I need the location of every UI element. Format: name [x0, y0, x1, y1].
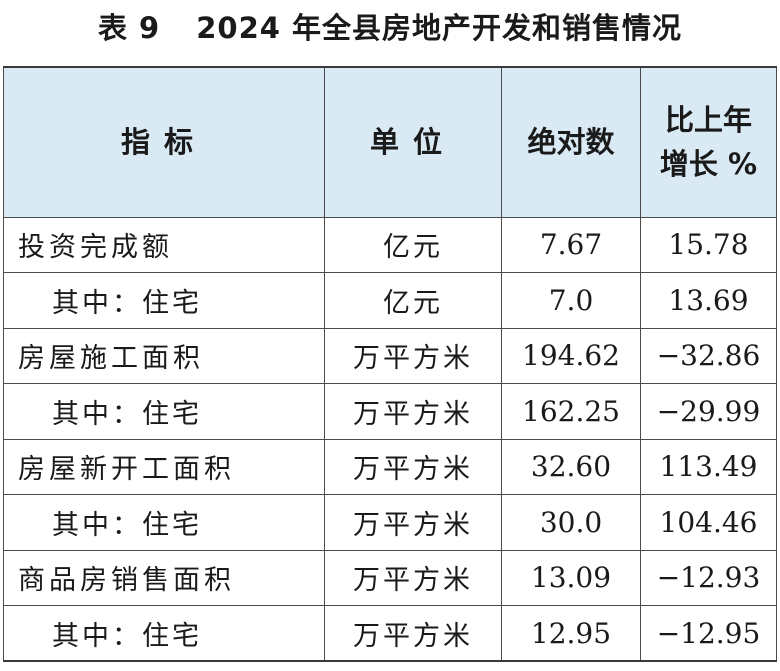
header-indicator: 指标 [3, 66, 325, 218]
table-title: 表 9 2024 年全县房地产开发和销售情况 [0, 0, 780, 52]
row-growth: −29.99 [640, 383, 777, 440]
row-growth: −12.95 [640, 605, 777, 662]
row-name: 其中：住宅 [3, 272, 325, 329]
row-name: 商品房销售面积 [3, 549, 325, 606]
row-name: 其中：住宅 [3, 494, 325, 551]
table-row: 其中：住宅 亿元 7.0 13.69 [3, 272, 777, 329]
table-number: 表 9 [97, 11, 161, 45]
table-caption: 2024 年全县房地产开发和销售情况 [196, 11, 683, 45]
table-row: 房屋新开工面积 万平方米 32.60 113.49 [3, 438, 777, 495]
row-unit: 亿元 [324, 216, 502, 273]
row-unit: 万平方米 [324, 549, 502, 606]
table-row: 投资完成额 亿元 7.67 15.78 [3, 216, 777, 273]
row-value: 7.67 [501, 216, 641, 273]
header-unit: 单位 [324, 66, 502, 218]
header-absolute: 绝对数 [501, 66, 641, 218]
row-value: 32.60 [501, 438, 641, 495]
row-value: 12.95 [501, 605, 641, 662]
row-value: 194.62 [501, 327, 641, 384]
row-value: 7.0 [501, 272, 641, 329]
row-unit: 万平方米 [324, 438, 502, 495]
table-row: 其中：住宅 万平方米 12.95 −12.95 [3, 605, 777, 662]
row-name: 其中：住宅 [3, 605, 325, 662]
row-name: 其中：住宅 [3, 383, 325, 440]
row-growth: 104.46 [640, 494, 777, 551]
row-value: 13.09 [501, 549, 641, 606]
row-growth: −32.86 [640, 327, 777, 384]
row-name: 房屋施工面积 [3, 327, 325, 384]
row-growth: 15.78 [640, 216, 777, 273]
table-row: 房屋施工面积 万平方米 194.62 −32.86 [3, 327, 777, 384]
row-growth: 13.69 [640, 272, 777, 329]
header-growth-line1: 比上年 [664, 103, 752, 138]
row-growth: −12.93 [640, 549, 777, 606]
row-unit: 万平方米 [324, 383, 502, 440]
row-unit: 亿元 [324, 272, 502, 329]
table-row: 商品房销售面积 万平方米 13.09 −12.93 [3, 549, 777, 606]
table-row: 其中：住宅 万平方米 162.25 −29.99 [3, 383, 777, 440]
real-estate-table: 指标 单位 绝对数 比上年 增长 % 投资完成额 亿元 7.67 15.78 其… [3, 66, 777, 662]
row-value: 162.25 [501, 383, 641, 440]
header-growth-line2: 增长 % [659, 147, 758, 182]
row-growth: 113.49 [640, 438, 777, 495]
row-unit: 万平方米 [324, 494, 502, 551]
row-unit: 万平方米 [324, 327, 502, 384]
row-name: 投资完成额 [3, 216, 325, 273]
row-unit: 万平方米 [324, 605, 502, 662]
header-row: 指标 单位 绝对数 比上年 增长 % [3, 66, 777, 218]
row-name: 房屋新开工面积 [3, 438, 325, 495]
header-growth: 比上年 增长 % [640, 66, 777, 218]
row-value: 30.0 [501, 494, 641, 551]
table-row: 其中：住宅 万平方米 30.0 104.46 [3, 494, 777, 551]
